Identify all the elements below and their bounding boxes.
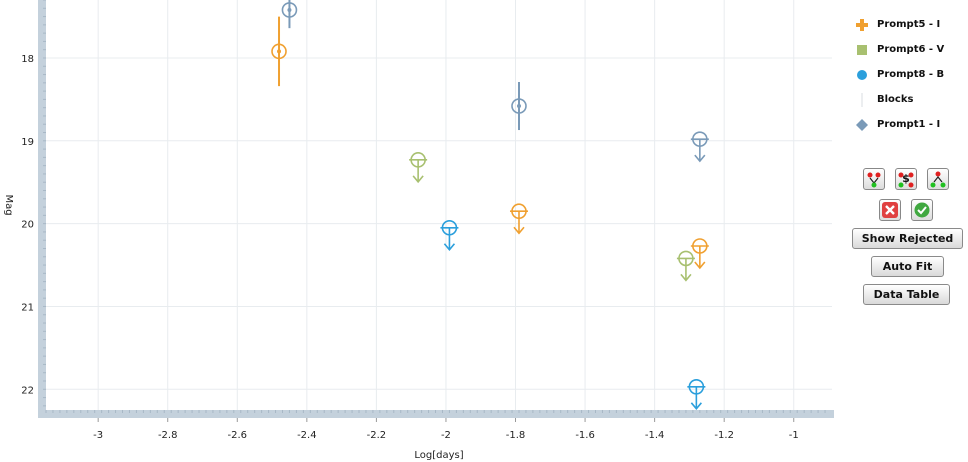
data-point bbox=[690, 131, 709, 163]
reject-button[interactable] bbox=[879, 199, 901, 221]
legend-label: Blocks bbox=[877, 94, 914, 105]
accept-button[interactable] bbox=[911, 199, 933, 221]
y-axis-bar bbox=[38, 0, 46, 418]
select-points-button[interactable] bbox=[863, 168, 885, 190]
x-tick-labels: -3 -2.8 -2.6 -2.4 -2.2 -2 -1.8 -1.6 -1.4 -1.2 -1 bbox=[93, 430, 799, 441]
select-triangle-button[interactable] bbox=[927, 168, 949, 190]
select-triangle-icon bbox=[930, 171, 946, 188]
y-tick-label: 21 bbox=[21, 302, 34, 313]
marker-center bbox=[516, 104, 521, 109]
axes bbox=[38, 0, 834, 422]
auto-fit-button[interactable]: Auto Fit bbox=[871, 256, 944, 277]
x-tick-label: -1 bbox=[789, 430, 799, 441]
data-point bbox=[281, 0, 298, 29]
y-tick-label: 20 bbox=[21, 220, 34, 231]
x-tick-label: -2.6 bbox=[228, 430, 248, 441]
square-icon bbox=[855, 44, 869, 56]
show-rejected-button[interactable]: Show Rejected bbox=[852, 228, 963, 249]
legend-item[interactable]: Prompt6 - V bbox=[855, 37, 965, 62]
x-axis-bar bbox=[38, 410, 834, 418]
x-tick-label: -2.4 bbox=[297, 430, 317, 441]
data-point bbox=[409, 152, 428, 184]
limit-arrow bbox=[513, 226, 525, 235]
legend-label: Prompt8 - B bbox=[877, 69, 945, 80]
y-axis-label: Mag bbox=[3, 194, 14, 215]
legend-item[interactable]: Prompt8 - B bbox=[855, 62, 965, 87]
plot-area bbox=[46, 0, 832, 410]
grid-lines bbox=[46, 0, 832, 410]
legend-label: Prompt1 - I bbox=[877, 119, 941, 130]
marker-circle bbox=[271, 43, 287, 60]
limit-arrow bbox=[694, 261, 706, 270]
x-tick-label: -1.6 bbox=[575, 430, 595, 441]
circle-icon bbox=[855, 69, 869, 81]
line-icon bbox=[855, 92, 869, 107]
x-tick-label: -2.2 bbox=[367, 430, 387, 441]
select-dollar-icon: $ bbox=[898, 172, 914, 188]
legend-item[interactable]: Prompt5 - I bbox=[855, 12, 965, 37]
y-tick-label: 18 bbox=[21, 54, 34, 65]
legend: Prompt5 - I Prompt6 - V Prompt8 - B Blocks P… bbox=[855, 12, 965, 137]
marker-circle bbox=[511, 98, 527, 114]
data-point bbox=[690, 238, 709, 270]
legend-item[interactable]: Prompt1 - I bbox=[855, 112, 965, 137]
data-point bbox=[511, 82, 527, 131]
svg-text:$: $ bbox=[902, 172, 910, 185]
data-point bbox=[509, 203, 528, 235]
x-axis-label: Log[days] bbox=[414, 450, 463, 461]
x-tick-label: -1.4 bbox=[645, 430, 665, 441]
x-tick-label: -3 bbox=[93, 430, 103, 441]
data-point bbox=[676, 250, 695, 282]
limit-arrow bbox=[694, 154, 706, 163]
marker-center bbox=[287, 7, 292, 12]
x-tick-label: -2 bbox=[441, 430, 451, 441]
data-table-button[interactable]: Data Table bbox=[863, 284, 950, 305]
legend-label: Prompt5 - I bbox=[877, 19, 941, 30]
y-tick-label: 19 bbox=[21, 137, 34, 148]
data-point bbox=[440, 219, 459, 252]
select-dollar-button[interactable]: $ bbox=[895, 168, 917, 190]
data-point bbox=[687, 379, 706, 411]
plus-icon bbox=[855, 18, 869, 31]
legend-label: Prompt6 - V bbox=[877, 44, 945, 55]
check-icon bbox=[914, 202, 930, 218]
limit-arrow bbox=[680, 273, 692, 282]
diamond-icon bbox=[855, 118, 869, 131]
limit-arrow bbox=[412, 175, 424, 184]
close-icon bbox=[882, 202, 898, 218]
y-tick-label: 22 bbox=[21, 385, 34, 396]
x-tick-label: -2.8 bbox=[158, 430, 178, 441]
x-tick-label: -1.2 bbox=[714, 430, 734, 441]
marker-center bbox=[277, 49, 282, 54]
legend-item[interactable]: Blocks bbox=[855, 87, 965, 112]
marker-circle bbox=[281, 2, 298, 18]
limit-arrow bbox=[443, 243, 456, 252]
x-tick-label: -1.8 bbox=[506, 430, 526, 441]
data-point bbox=[271, 16, 287, 87]
select-points-icon bbox=[867, 172, 881, 188]
limit-arrow bbox=[690, 402, 702, 411]
y-tick-labels: 18 19 20 21 22 bbox=[21, 54, 34, 396]
data-points bbox=[271, 0, 709, 411]
